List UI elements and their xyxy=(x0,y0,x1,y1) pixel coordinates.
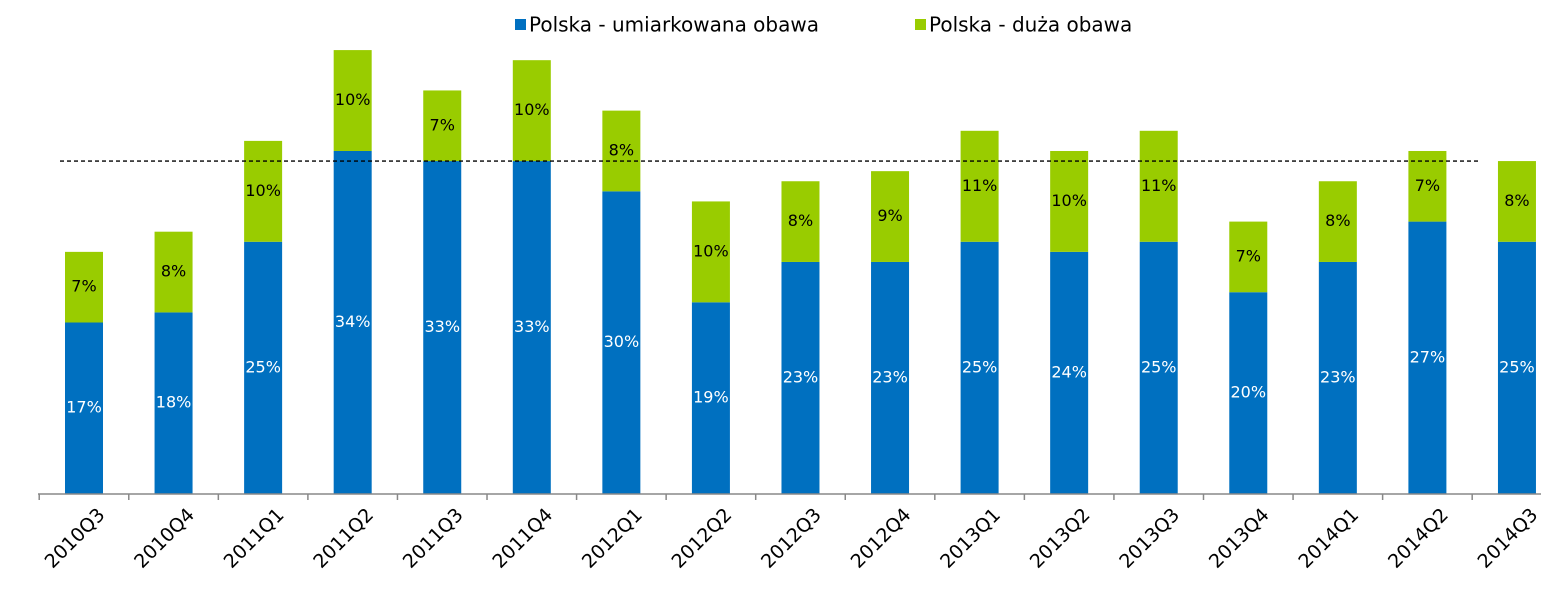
bar-segment xyxy=(65,251,103,323)
x-tick-label: 2013Q3 xyxy=(1115,504,1184,573)
bar-segment xyxy=(1139,241,1178,494)
bar-segment xyxy=(244,140,283,242)
x-tick-label: 2013Q4 xyxy=(1205,504,1274,573)
data-label: 8% xyxy=(161,262,186,281)
data-label: 20% xyxy=(1230,383,1266,402)
x-tick-label: 2010Q3 xyxy=(41,504,110,573)
bar-segment xyxy=(602,110,641,192)
x-tick-label: 2011Q2 xyxy=(309,504,378,573)
bar-segment xyxy=(691,201,730,303)
x-tick-label: 2013Q1 xyxy=(936,504,1005,573)
data-label: 11% xyxy=(1141,176,1177,195)
data-label: 24% xyxy=(1051,362,1087,381)
data-label: 18% xyxy=(156,393,192,412)
data-label: 7% xyxy=(1415,176,1440,195)
data-label: 8% xyxy=(1325,211,1350,230)
data-label: 33% xyxy=(424,317,460,336)
data-label: 8% xyxy=(1504,191,1529,210)
x-tick-label: 2011Q3 xyxy=(399,504,468,573)
bar-segment xyxy=(960,241,999,494)
x-tick-label: 2011Q1 xyxy=(220,504,289,573)
data-label: 10% xyxy=(693,241,729,260)
bar-segment xyxy=(871,171,910,262)
data-label: 27% xyxy=(1410,347,1446,366)
data-label: 7% xyxy=(430,115,455,134)
bar-segment xyxy=(512,60,551,162)
bar-segment xyxy=(1408,150,1447,222)
bar-segment xyxy=(1318,181,1357,262)
data-label: 34% xyxy=(335,312,371,331)
bar-segment xyxy=(1050,251,1089,494)
legend-label: Polska - duża obawa xyxy=(929,13,1132,37)
bar-segment xyxy=(333,150,372,494)
data-label: 17% xyxy=(66,398,102,417)
bar-segment xyxy=(691,302,730,494)
data-label: 33% xyxy=(514,317,550,336)
data-label: 10% xyxy=(514,100,550,119)
bar-segment xyxy=(333,50,372,151)
bar-segment xyxy=(871,261,910,494)
bar-segment xyxy=(1229,292,1268,494)
data-label: 25% xyxy=(1499,357,1535,376)
bar-segment xyxy=(512,161,551,495)
x-tick-label: 2014Q2 xyxy=(1384,504,1453,573)
data-label: 8% xyxy=(609,140,634,159)
bar-segment xyxy=(423,161,462,495)
bar-segment xyxy=(1497,241,1536,494)
data-label: 7% xyxy=(71,277,96,296)
legend-swatch xyxy=(915,19,926,30)
data-label: 25% xyxy=(962,357,998,376)
data-label: 23% xyxy=(783,367,819,386)
bar-segment xyxy=(65,322,103,494)
bar-segment xyxy=(244,241,283,494)
data-label: 25% xyxy=(1141,357,1177,376)
data-label: 25% xyxy=(245,357,281,376)
x-tick-label: 2014Q3 xyxy=(1474,504,1541,573)
x-tick-label: 2012Q3 xyxy=(757,504,826,573)
x-tick-label: 2013Q2 xyxy=(1026,504,1095,573)
legend-swatch xyxy=(515,19,526,30)
x-tick-label: 2012Q2 xyxy=(667,504,736,573)
bar-segment xyxy=(1318,261,1357,494)
bar-segment xyxy=(1139,130,1178,242)
data-label: 30% xyxy=(604,332,640,351)
bar-segment xyxy=(1408,221,1447,494)
bar-segment xyxy=(781,181,820,262)
data-label: 8% xyxy=(788,211,813,230)
x-tick-label: 2014Q1 xyxy=(1294,504,1363,573)
data-label: 23% xyxy=(872,367,908,386)
bar-segment xyxy=(423,90,462,162)
bar-segment xyxy=(960,130,999,242)
bar-segment xyxy=(154,231,193,313)
bar-segment xyxy=(1497,161,1536,242)
data-label: 10% xyxy=(335,90,371,109)
legend-label: Polska - umiarkowana obawa xyxy=(529,13,819,37)
data-label: 7% xyxy=(1236,246,1261,265)
data-label: 23% xyxy=(1320,367,1356,386)
x-tick-label: 2012Q4 xyxy=(847,504,916,573)
data-label: 11% xyxy=(962,176,998,195)
bar-segment xyxy=(602,191,641,495)
x-tick-label: 2012Q1 xyxy=(578,504,647,573)
data-label: 10% xyxy=(1051,191,1087,210)
bar-segment xyxy=(1229,221,1268,293)
data-label: 9% xyxy=(877,206,902,225)
x-tick-label: 2010Q4 xyxy=(130,504,199,573)
bar-segment xyxy=(154,312,193,494)
bar-segment xyxy=(1050,150,1089,252)
data-label: 19% xyxy=(693,388,729,407)
data-label: 10% xyxy=(245,181,281,200)
bar-segment xyxy=(781,261,820,494)
x-tick-label: 2011Q4 xyxy=(488,504,557,573)
